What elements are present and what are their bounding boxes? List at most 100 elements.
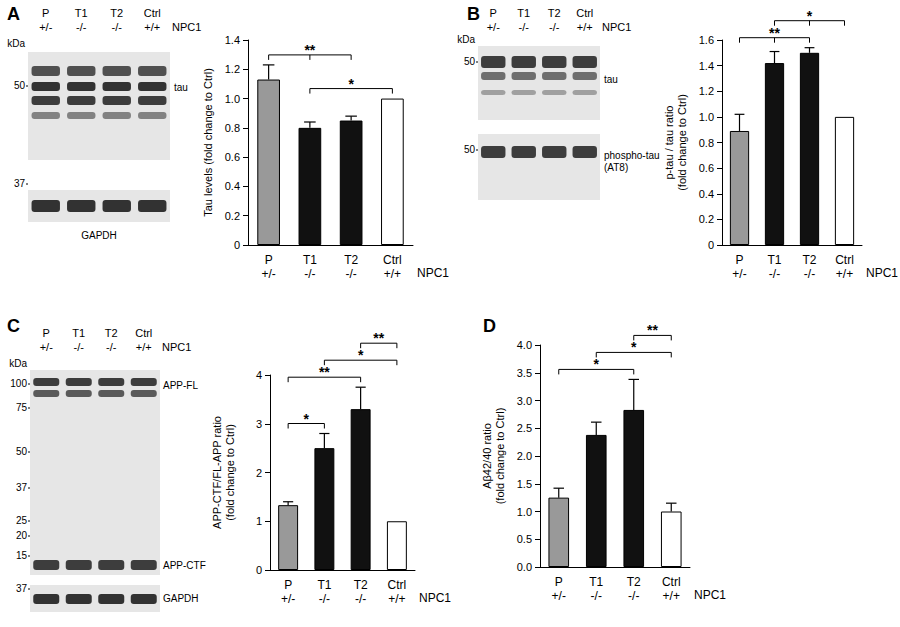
svg-text:4: 4 xyxy=(256,369,262,381)
svg-text:0.4: 0.4 xyxy=(225,180,240,192)
svg-text:+/+: +/+ xyxy=(388,592,405,606)
svg-text:-/-: -/- xyxy=(519,21,530,33)
svg-text:3.0: 3.0 xyxy=(517,395,532,407)
svg-text:-/-: -/- xyxy=(549,21,560,33)
svg-text:50: 50 xyxy=(464,144,476,155)
svg-text:**: ** xyxy=(373,330,384,346)
svg-text:25: 25 xyxy=(16,515,28,526)
svg-text:0.6: 0.6 xyxy=(225,151,240,163)
svg-text:kDa: kDa xyxy=(7,38,25,49)
svg-text:0.2: 0.2 xyxy=(699,213,714,225)
svg-text:Ctrl: Ctrl xyxy=(835,253,854,267)
svg-text:100: 100 xyxy=(10,378,27,389)
svg-text:50: 50 xyxy=(16,446,28,457)
svg-text:Aβ42/40 ratio: Aβ42/40 ratio xyxy=(481,423,493,489)
svg-text:37: 37 xyxy=(16,583,28,594)
svg-text:0: 0 xyxy=(234,239,240,251)
svg-text:*: * xyxy=(631,339,637,355)
svg-text:0.0: 0.0 xyxy=(517,561,532,573)
svg-text:NPC1: NPC1 xyxy=(417,266,449,280)
svg-text:0: 0 xyxy=(708,239,714,251)
svg-text:-/-: -/- xyxy=(804,267,815,281)
svg-text:APP-CTF: APP-CTF xyxy=(163,560,206,571)
svg-text:T2: T2 xyxy=(627,575,641,589)
svg-text:0.4: 0.4 xyxy=(699,188,714,200)
svg-text:T2: T2 xyxy=(548,7,561,19)
svg-text:+/+: +/+ xyxy=(836,267,853,281)
svg-text:Ctrl: Ctrl xyxy=(383,253,402,267)
svg-text:0.8: 0.8 xyxy=(699,137,714,149)
svg-text:-/-: -/- xyxy=(769,267,780,281)
svg-text:**: ** xyxy=(769,25,780,41)
svg-text:NPC1: NPC1 xyxy=(694,588,726,602)
svg-text:+/-: +/- xyxy=(40,341,53,353)
svg-text:-/-: -/- xyxy=(74,341,85,353)
svg-text:p-tau / tau ratio: p-tau / tau ratio xyxy=(663,106,675,180)
svg-text:-/-: -/- xyxy=(106,341,117,353)
svg-text:Ctrl: Ctrl xyxy=(662,575,681,589)
svg-text:+/-: +/- xyxy=(39,21,52,33)
svg-text:T2: T2 xyxy=(354,578,368,592)
svg-text:D: D xyxy=(483,316,496,336)
svg-text:50: 50 xyxy=(464,56,476,67)
svg-text:1.0: 1.0 xyxy=(517,506,532,518)
svg-text:APP-FL: APP-FL xyxy=(163,380,198,391)
svg-text:T1: T1 xyxy=(517,7,530,19)
svg-text:P: P xyxy=(284,578,292,592)
svg-text:-/-: -/- xyxy=(628,589,639,603)
svg-text:T1: T1 xyxy=(317,578,331,592)
svg-text:Ctrl: Ctrl xyxy=(576,7,593,19)
svg-text:**: ** xyxy=(304,42,315,58)
svg-text:T1: T1 xyxy=(589,575,603,589)
svg-text:+/-: +/- xyxy=(487,21,500,33)
svg-text:GAPDH: GAPDH xyxy=(81,230,117,241)
svg-text:1.6: 1.6 xyxy=(699,34,714,46)
svg-text:*: * xyxy=(594,356,600,372)
svg-text:T1: T1 xyxy=(303,253,317,267)
svg-text:+/-: +/- xyxy=(552,589,566,603)
svg-text:Tau levels (fold change to Ctr: Tau levels (fold change to Ctrl) xyxy=(202,68,214,217)
svg-text:T1: T1 xyxy=(75,7,88,19)
svg-text:tau: tau xyxy=(604,74,618,85)
svg-text:T2: T2 xyxy=(110,7,123,19)
svg-text:1: 1 xyxy=(256,515,262,527)
svg-text:+/+: +/+ xyxy=(136,341,152,353)
svg-text:-/-: -/- xyxy=(304,267,315,281)
svg-text:+/-: +/- xyxy=(732,267,746,281)
svg-text:1.4: 1.4 xyxy=(225,34,240,46)
svg-text:Ctrl: Ctrl xyxy=(388,578,407,592)
svg-text:(fold change to Ctrl): (fold change to Ctrl) xyxy=(494,408,506,505)
svg-text:0: 0 xyxy=(256,564,262,576)
svg-text:50: 50 xyxy=(14,80,26,91)
svg-text:P: P xyxy=(42,7,49,19)
svg-text:kDa: kDa xyxy=(9,358,27,369)
svg-text:*: * xyxy=(807,8,813,24)
svg-text:-/-: -/- xyxy=(112,21,123,33)
svg-text:A: A xyxy=(7,4,20,24)
svg-text:+/+: +/+ xyxy=(144,21,160,33)
svg-text:(fold change to Ctrl): (fold change to Ctrl) xyxy=(676,94,688,191)
svg-text:-/-: -/- xyxy=(345,267,356,281)
svg-text:GAPDH: GAPDH xyxy=(163,593,199,604)
svg-text:**: ** xyxy=(647,322,658,338)
svg-text:Ctrl: Ctrl xyxy=(135,327,152,339)
svg-text:T1: T1 xyxy=(767,253,781,267)
svg-text:kDa: kDa xyxy=(457,34,475,45)
svg-text:1.0: 1.0 xyxy=(699,111,714,123)
svg-text:T2: T2 xyxy=(105,327,118,339)
svg-text:+/+: +/+ xyxy=(663,589,680,603)
svg-text:P: P xyxy=(735,253,743,267)
svg-text:-/-: -/- xyxy=(76,21,87,33)
svg-text:37: 37 xyxy=(16,482,28,493)
svg-text:+/+: +/+ xyxy=(384,267,401,281)
svg-text:T2: T2 xyxy=(802,253,816,267)
svg-text:2.0: 2.0 xyxy=(517,450,532,462)
svg-text:3: 3 xyxy=(256,418,262,430)
svg-text:+/-: +/- xyxy=(281,592,295,606)
svg-text:*: * xyxy=(304,411,310,427)
svg-text:20: 20 xyxy=(16,530,28,541)
svg-text:P: P xyxy=(555,575,563,589)
svg-text:-/-: -/- xyxy=(319,592,330,606)
svg-text:NPC1: NPC1 xyxy=(866,266,898,280)
svg-text:P: P xyxy=(490,7,497,19)
